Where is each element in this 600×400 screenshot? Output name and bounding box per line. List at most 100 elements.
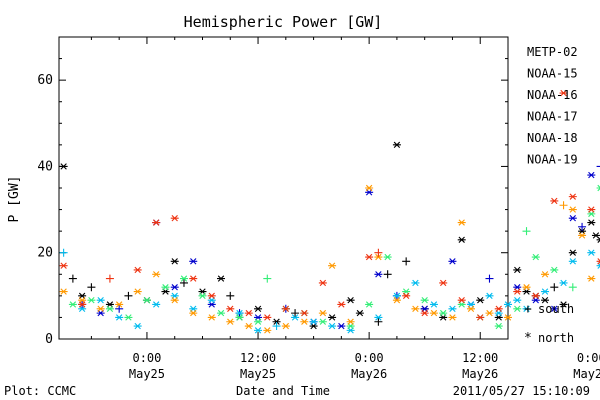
- noaa-15-north-point: [587, 171, 596, 179]
- chart-title: Hemispheric Power [GW]: [184, 13, 383, 31]
- noaa-18-north-point: [429, 309, 438, 317]
- metp-02-south-point: [226, 291, 235, 300]
- noaa-19-north-point: [531, 292, 540, 300]
- y-axis-label: P [GW]: [7, 176, 22, 223]
- noaa-18-north-point: [244, 322, 253, 330]
- legend-item-noaa-19: NOAA-19: [527, 153, 578, 167]
- noaa-18-north-point: [189, 309, 198, 317]
- noaa-16-north-point: [133, 322, 142, 330]
- noaa-19-north-point: [318, 279, 327, 287]
- noaa-18-north-point: [392, 296, 401, 304]
- noaa-17-north-point: [235, 314, 244, 321]
- noaa-19-north-point: [494, 305, 503, 312]
- noaa-16-north-point: [309, 318, 318, 325]
- metp-02-north-point: [513, 266, 522, 274]
- y-tick-label: 20: [37, 246, 53, 261]
- noaa-17-north-point: [124, 314, 133, 321]
- noaa-18-north-point: [328, 262, 337, 269]
- noaa-16-north-point: [115, 314, 124, 321]
- noaa-17-north-point: [494, 322, 503, 330]
- noaa-18-north-point: [133, 288, 142, 295]
- x-tick-time-label: 0:00: [577, 351, 600, 365]
- data-points: [59, 89, 600, 334]
- metp-02-south-point: [68, 274, 77, 283]
- y-tick-label: 60: [37, 73, 53, 88]
- noaa-15-north-point: [568, 215, 577, 222]
- metp-02-north-point: [170, 258, 179, 265]
- noaa-17-north-point: [217, 309, 226, 317]
- noaa-19-north-point: [550, 197, 559, 205]
- noaa-18-north-point: [448, 314, 457, 321]
- noaa-18-north-point: [504, 314, 512, 321]
- noaa-15-south-point: [485, 274, 494, 283]
- noaa-16-north-point: [291, 314, 300, 321]
- noaa-16-north-point: [522, 305, 531, 312]
- noaa-19-north-point: [476, 314, 485, 321]
- noaa-19-north-point: [281, 305, 290, 312]
- noaa-17-north-point: [513, 305, 522, 312]
- noaa-19-north-point: [244, 309, 253, 317]
- noaa-17-north-point: [179, 275, 188, 282]
- noaa-18-north-point: [170, 296, 179, 304]
- noaa-16-north-point: [448, 305, 457, 312]
- noaa-16-north-point: [559, 279, 568, 287]
- noaa-18-north-point: [466, 305, 475, 312]
- noaa-18-north-point: [365, 184, 374, 192]
- x-tick-date-label: May26: [462, 367, 498, 381]
- noaa-17-north-point: [142, 296, 151, 304]
- noaa-17-north-point: [254, 318, 263, 325]
- metp-02-north-point: [587, 219, 596, 226]
- noaa-19-north-point: [78, 301, 87, 308]
- metp-02-north-point: [59, 163, 68, 170]
- metp-02-north-point: [392, 141, 401, 149]
- noaa-17-north-point: [318, 318, 327, 325]
- noaa-16-north-point: [485, 292, 494, 300]
- noaa-19-north-point: [226, 305, 235, 312]
- noaa-19-north-point: [420, 309, 429, 317]
- south-marker-label: south: [538, 302, 574, 316]
- noaa-16-north-point: [328, 322, 337, 330]
- legend: METP-02 NOAA-15 NOAA-16 NOAA-17 NOAA-18 NOAA-…: [527, 45, 578, 167]
- legend-item-noaa-16: NOAA-16: [527, 88, 578, 102]
- noaa-15-north-point: [337, 322, 346, 330]
- noaa-18-north-point: [59, 288, 68, 295]
- noaa-19-south-point: [374, 248, 383, 257]
- noaa-19-north-point: [559, 89, 568, 97]
- x-tick-date-label: May26: [351, 367, 387, 381]
- metp-02-north-point: [541, 296, 550, 304]
- metp-02-south-point: [124, 291, 133, 300]
- noaa-19-north-point: [59, 262, 68, 269]
- noaa-15-north-point: [170, 284, 179, 291]
- noaa-19-north-point: [300, 309, 309, 317]
- metp-02-south-point: [87, 283, 96, 292]
- footer-source: Plot: CCMC: [4, 384, 76, 398]
- noaa-18-north-point: [207, 314, 216, 321]
- metp-02-north-point: [559, 301, 568, 308]
- metp-02-north-point: [272, 318, 281, 325]
- noaa-18-north-point: [485, 309, 494, 317]
- noaa-18-south-point: [559, 201, 568, 210]
- noaa-19-north-point: [189, 275, 198, 282]
- noaa-19-north-point: [596, 258, 600, 265]
- x-tick-time-label: 12:00: [240, 351, 276, 365]
- noaa-17-south-point: [568, 283, 577, 292]
- noaa-17-north-point: [420, 296, 429, 304]
- noaa-18-north-point: [578, 232, 587, 239]
- metp-02-north-point: [596, 236, 600, 243]
- noaa-18-north-point: [300, 318, 309, 325]
- north-marker-symbol: *: [524, 331, 532, 346]
- noaa-18-north-point: [96, 305, 105, 312]
- x-tick-date-label: May25: [240, 367, 276, 381]
- noaa-19-north-point: [152, 219, 161, 226]
- north-marker-label: north: [538, 331, 574, 345]
- metp-02-south-point: [383, 270, 392, 279]
- noaa-18-north-point: [587, 275, 596, 282]
- noaa-16-north-point: [411, 279, 420, 287]
- noaa-15-south-point: [578, 222, 587, 231]
- noaa-17-north-point: [531, 253, 540, 261]
- y-axis: 0 20 40 60: [37, 36, 508, 347]
- noaa-16-south-point: [59, 248, 68, 257]
- noaa-17-north-point: [439, 309, 448, 317]
- noaa-18-north-point: [522, 284, 531, 291]
- noaa-19-north-point: [263, 314, 272, 321]
